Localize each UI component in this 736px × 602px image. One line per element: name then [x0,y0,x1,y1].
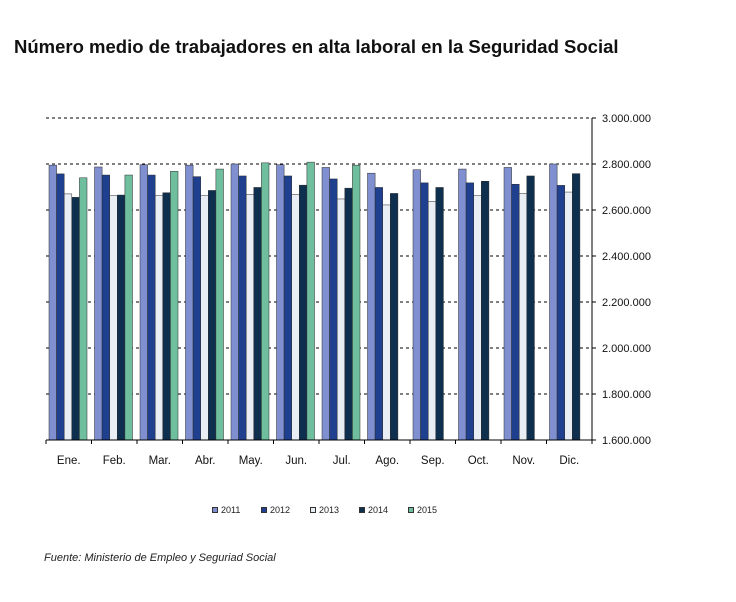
legend-item-2011: 2011 [212,505,261,515]
bar-2014 [162,192,171,441]
y-tick-label: 2.800.000 [602,159,651,171]
legend-label: 2012 [270,505,291,515]
bar-2015 [261,162,270,441]
bar-2014 [253,187,262,441]
bar-2011 [230,163,239,441]
x-tick-label: Oct. [468,455,489,467]
x-tick-label: Abr. [195,455,215,467]
legend-label: 2015 [417,505,438,515]
bar-2012 [374,187,383,441]
bar-2015 [124,174,133,441]
bar-2014 [526,175,535,441]
bar-2015 [306,161,315,441]
y-tick-label: 2.200.000 [602,297,651,309]
bar-2011 [139,164,148,441]
bar-2014 [71,197,80,441]
bar-2011 [549,163,558,441]
bar-2012 [192,176,201,441]
legend-swatch [261,507,267,513]
x-tick-label: Dic. [559,455,579,467]
legend-item-2015: 2015 [408,505,457,515]
bar-2011 [185,164,194,441]
bar-2013 [200,195,209,441]
bar-2014 [390,193,399,441]
bar-2014 [299,184,308,441]
x-tick-label: Jul. [333,455,351,467]
bar-2012 [556,185,565,441]
bar-2012 [101,174,110,441]
bar-2012 [420,182,429,441]
bar-2011 [367,172,376,441]
bar-2013 [109,195,118,441]
x-tick-label: Jun. [285,455,307,467]
legend-swatch [212,507,218,513]
legend-swatch [310,507,316,513]
bar-2013 [336,198,346,441]
bar-2014 [435,187,444,441]
bar-2013 [382,204,391,441]
bar-2012 [147,174,156,441]
bar-2015 [215,168,224,441]
y-tick-label: 2.000.000 [602,343,651,355]
bar-2011 [321,167,330,441]
y-tick-label: 1.800.000 [602,389,651,401]
legend-swatch [408,507,414,513]
bar-2015 [79,177,88,441]
bar-2011 [458,168,467,441]
legend-item-2012: 2012 [261,505,310,515]
x-tick-label: Ago. [375,455,399,467]
bar-2015 [352,164,361,441]
bar-2013 [63,193,73,441]
bar-2011 [503,167,512,441]
x-tick-label: May. [239,455,263,467]
bar-2013 [154,195,164,441]
legend-label: 2013 [319,505,340,515]
x-tick-label: Mar. [149,455,171,467]
x-tick-label: Feb. [103,455,126,467]
legend-item-2014: 2014 [359,505,408,515]
bar-2014 [572,173,581,441]
y-tick-label: 2.400.000 [602,251,651,263]
source-note: Fuente: Ministerio de Empleo y Seguriad … [44,552,276,564]
x-tick-label: Ene. [57,455,81,467]
bar-2012 [56,173,65,441]
bar-2013 [473,195,482,441]
bar-2012 [511,183,520,441]
y-tick-label: 1.600.000 [602,435,651,447]
bar-2013 [291,194,300,441]
bar-2014 [481,181,490,441]
bar-2011 [276,164,285,441]
bar-2012 [329,178,338,441]
bar-2014 [344,187,353,441]
legend-label: 2011 [221,505,241,515]
y-tick-label: 2.600.000 [602,205,651,217]
legend-item-2013: 2013 [310,505,359,515]
legend-label: 2014 [368,505,389,515]
legend: 2011 2012 2013 2014 2015 [212,505,457,515]
bar-2013 [427,201,437,441]
x-tick-label: Nov. [512,455,535,467]
bar-2011 [48,164,57,441]
bar-2011 [412,169,421,441]
bar-2013 [518,193,528,441]
bar-2013 [564,191,573,441]
bar-2012 [238,175,247,441]
bar-2013 [245,194,255,441]
bar-2012 [283,175,292,441]
bar-2015 [170,171,179,441]
bar-2014 [208,190,217,441]
y-tick-label: 3.000.000 [602,113,651,125]
bar-2014 [117,194,126,441]
bar-2012 [465,182,474,441]
legend-swatch [359,507,365,513]
bar-2011 [94,166,103,441]
x-tick-label: Sep. [421,455,445,467]
chart-title: Número medio de trabajadores en alta lab… [14,36,619,57]
